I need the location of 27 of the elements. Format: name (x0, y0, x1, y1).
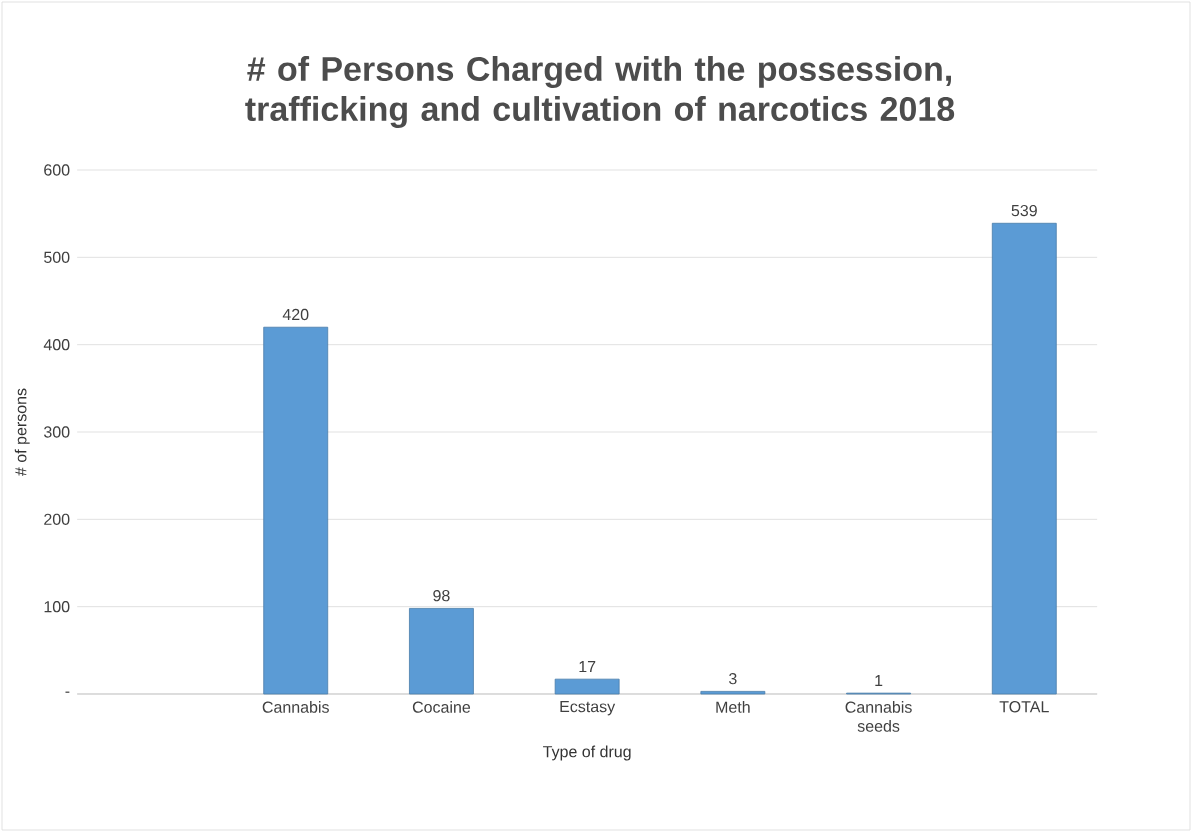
y-tick-label: - (65, 691, 70, 693)
bar (409, 608, 474, 695)
y-tick-label: 400 (43, 339, 70, 351)
data-label: 98 (433, 590, 450, 602)
x-tick-label: Cannabis seeds (845, 701, 912, 732)
x-tick-label: TOTAL (999, 701, 1049, 713)
bar (700, 690, 766, 695)
x-tick-label: Cannabis (262, 701, 329, 713)
y-axis-title: # of persons (14, 388, 30, 476)
x-tick-label: Meth (716, 701, 750, 713)
x-tick-label: Ecstasy (560, 701, 616, 716)
y-tick-label: 300 (43, 426, 70, 438)
data-label: 420 (282, 308, 309, 321)
y-tick-label: 500 (44, 251, 70, 263)
data-label: 539 (1011, 204, 1037, 217)
y-tick-label: 100 (44, 601, 70, 613)
chart-title: # of Persons Charged with the possession, trafficking and cultivation of narcotics 2018 (245, 56, 955, 128)
bar (263, 326, 329, 695)
x-axis-title: Type of drug (543, 745, 631, 761)
y-tick-label: 200 (44, 513, 70, 525)
data-label: 3 (729, 672, 737, 685)
bar (554, 678, 620, 695)
data-label: 17 (579, 661, 596, 673)
data-label: 1 (875, 675, 883, 687)
bar (991, 222, 1057, 695)
y-tick-label: 600 (44, 164, 70, 176)
x-tick-label: Cocaine (412, 701, 471, 713)
